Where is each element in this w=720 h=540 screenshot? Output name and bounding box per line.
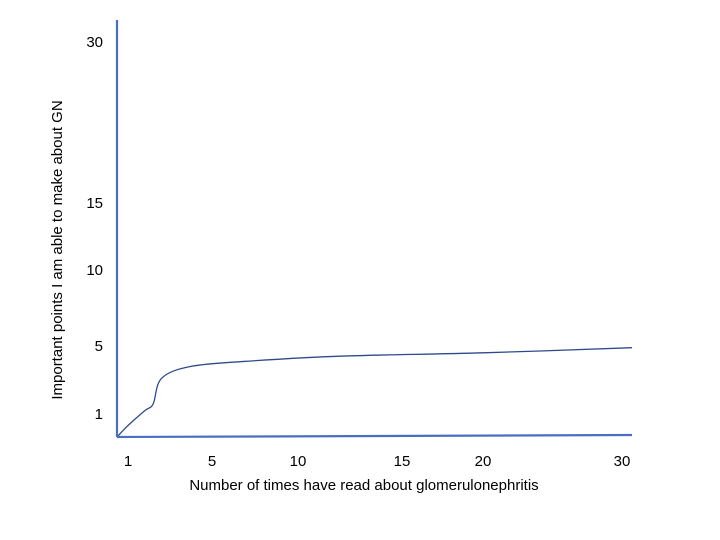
- x-tick-labels: 1 5 10 15 20 30: [124, 453, 631, 470]
- y-axis-title: Important points I am able to make about…: [49, 100, 66, 399]
- x-axis-title: Number of times have read about glomerul…: [189, 477, 538, 494]
- series-line: [116, 347, 633, 438]
- x-tick-label: 30: [614, 453, 631, 470]
- x-tick-label: 5: [208, 453, 216, 470]
- y-tick-label: 30: [86, 34, 103, 51]
- x-tick-label: 1: [124, 453, 132, 470]
- x-axis-line: [116, 433, 633, 439]
- y-tick-label: 1: [95, 406, 103, 423]
- series-lines: [116, 347, 633, 438]
- x-tick-label: 15: [394, 453, 411, 470]
- x-tick-label: 20: [475, 453, 492, 470]
- y-tick-label: 10: [86, 262, 103, 279]
- y-tick-label: 15: [86, 195, 103, 212]
- y-tick-label: 5: [95, 338, 103, 355]
- x-tick-label: 10: [290, 453, 307, 470]
